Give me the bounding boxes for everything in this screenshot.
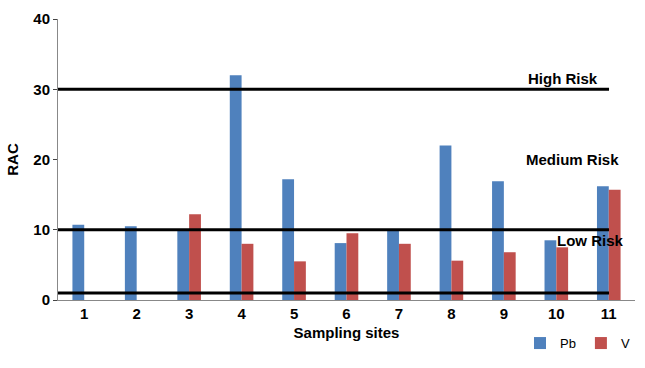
svg-text:5: 5 (290, 305, 298, 322)
svg-text:9: 9 (500, 305, 508, 322)
svg-text:20: 20 (33, 151, 50, 168)
svg-text:2: 2 (133, 305, 141, 322)
svg-text:11: 11 (601, 305, 617, 322)
svg-text:10: 10 (548, 305, 565, 322)
svg-text:3: 3 (185, 305, 193, 322)
svg-text:V: V (621, 336, 630, 351)
svg-text:Pb: Pb (560, 336, 576, 351)
svg-text:RAC: RAC (4, 143, 21, 176)
svg-text:30: 30 (33, 81, 50, 98)
svg-text:0: 0 (42, 291, 50, 308)
svg-text:8: 8 (447, 305, 455, 322)
svg-text:6: 6 (342, 305, 350, 322)
svg-text:7: 7 (395, 305, 403, 322)
svg-text:Sampling sites: Sampling sites (294, 324, 400, 341)
svg-text:1: 1 (80, 305, 88, 322)
svg-text:High Risk: High Risk (528, 70, 598, 87)
svg-text:10: 10 (33, 221, 50, 238)
svg-text:4: 4 (237, 305, 246, 322)
svg-text:Medium Risk: Medium Risk (526, 151, 619, 168)
svg-text:40: 40 (33, 10, 50, 27)
svg-text:Low Risk: Low Risk (557, 232, 624, 249)
